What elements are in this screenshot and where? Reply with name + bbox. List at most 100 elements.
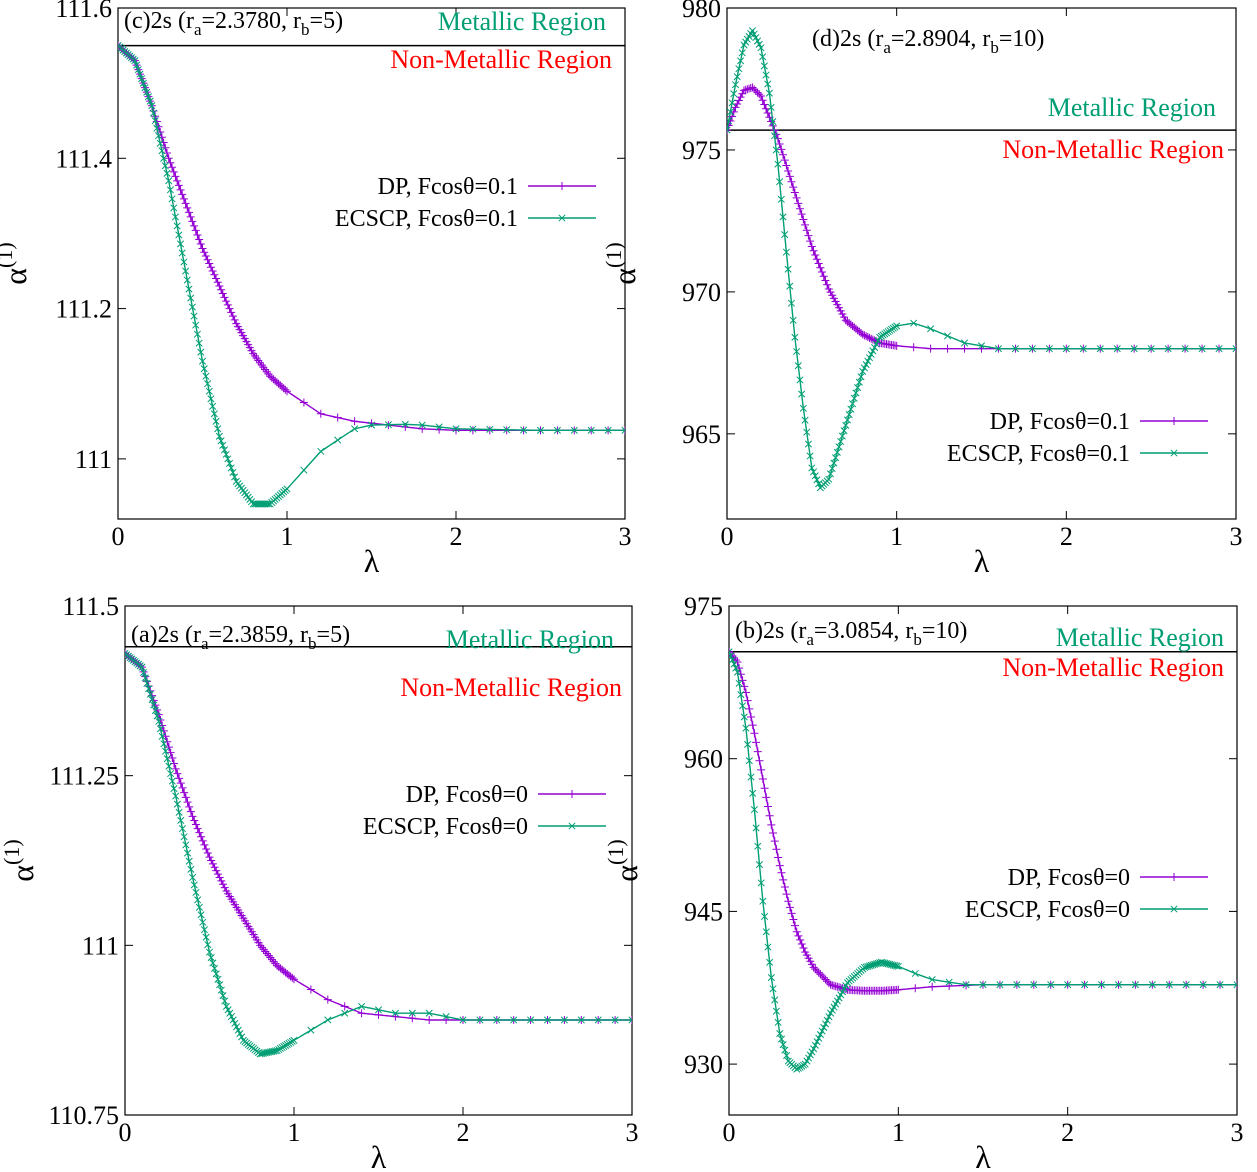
data-point bbox=[779, 875, 788, 884]
data-point bbox=[231, 473, 239, 481]
y-tick-label: 975 bbox=[682, 136, 721, 165]
data-point bbox=[738, 49, 746, 57]
data-point bbox=[220, 446, 229, 454]
data-point bbox=[183, 276, 191, 284]
legend-entry-label: DP, Fcosθ=0 bbox=[1008, 865, 1130, 891]
data-point bbox=[757, 879, 765, 887]
data-point bbox=[796, 935, 805, 944]
data-point bbox=[261, 947, 270, 956]
data-point bbox=[156, 725, 165, 733]
legend-marker bbox=[568, 790, 576, 798]
metallic-region-label: Metallic Region bbox=[438, 7, 606, 36]
data-point bbox=[176, 779, 185, 788]
data-point bbox=[760, 62, 768, 70]
data-point bbox=[418, 421, 426, 429]
data-point bbox=[172, 792, 180, 800]
data-point bbox=[802, 226, 811, 235]
data-point bbox=[752, 738, 761, 747]
data-point bbox=[288, 973, 297, 982]
data-point bbox=[1131, 981, 1139, 989]
data-point bbox=[789, 183, 798, 192]
data-point bbox=[222, 450, 230, 458]
data-point bbox=[791, 333, 799, 341]
data-point bbox=[945, 978, 953, 986]
data-point bbox=[165, 177, 173, 185]
data-point bbox=[201, 251, 210, 260]
data-point bbox=[374, 1006, 383, 1014]
data-point bbox=[185, 857, 193, 865]
data-point bbox=[204, 941, 212, 949]
data-point bbox=[333, 413, 342, 422]
data-point bbox=[1045, 345, 1053, 353]
data-point bbox=[755, 40, 763, 48]
data-point bbox=[750, 729, 759, 738]
data-point bbox=[223, 300, 232, 309]
data-point bbox=[944, 332, 952, 340]
data-point bbox=[195, 903, 203, 911]
data-point bbox=[744, 740, 752, 749]
data-point bbox=[943, 344, 952, 353]
data-point bbox=[776, 1030, 784, 1038]
data-point bbox=[745, 757, 753, 765]
data-point bbox=[729, 648, 733, 656]
data-point bbox=[148, 102, 156, 110]
data-point bbox=[872, 340, 880, 348]
data-point bbox=[798, 390, 806, 398]
data-point bbox=[823, 1016, 831, 1024]
data-point bbox=[727, 108, 734, 116]
data-point bbox=[774, 853, 783, 862]
data-point bbox=[163, 755, 171, 763]
data-point bbox=[785, 903, 794, 912]
data-point bbox=[442, 1013, 450, 1021]
data-point bbox=[217, 437, 225, 445]
data-point bbox=[755, 756, 764, 765]
data-point bbox=[264, 951, 273, 960]
data-point bbox=[143, 88, 151, 96]
data-point bbox=[749, 789, 757, 797]
data-point bbox=[357, 1009, 366, 1018]
x-tick-label: 1 bbox=[890, 522, 903, 551]
data-point bbox=[1148, 981, 1156, 989]
data-point bbox=[784, 897, 793, 906]
data-point bbox=[864, 357, 872, 365]
data-point bbox=[256, 500, 264, 508]
data-point bbox=[729, 656, 736, 664]
data-point bbox=[317, 447, 325, 455]
data-point bbox=[852, 389, 860, 397]
data-point bbox=[1165, 981, 1173, 989]
data-point bbox=[809, 246, 818, 255]
data-point bbox=[758, 775, 767, 784]
data-point bbox=[1232, 345, 1236, 353]
data-point bbox=[1047, 981, 1055, 989]
data-point bbox=[755, 861, 764, 869]
nonmetallic-region-label: Non-Metallic Region bbox=[1002, 135, 1224, 164]
data-point bbox=[442, 1015, 451, 1024]
x-tick-label: 0 bbox=[723, 1118, 736, 1147]
legend-entry-label: DP, Fcosθ=0 bbox=[406, 782, 528, 808]
data-point bbox=[208, 859, 217, 868]
data-point bbox=[198, 244, 207, 253]
data-point bbox=[196, 239, 205, 248]
data-point bbox=[234, 1026, 242, 1034]
data-point bbox=[156, 139, 164, 147]
data-point bbox=[228, 312, 237, 321]
data-point bbox=[737, 57, 745, 65]
x-tick-label: 1 bbox=[892, 1118, 905, 1147]
data-point bbox=[732, 664, 740, 672]
data-point bbox=[299, 398, 308, 407]
data-point bbox=[205, 948, 214, 956]
data-point bbox=[743, 696, 752, 705]
data-point bbox=[553, 426, 561, 434]
data-point bbox=[256, 941, 265, 950]
x-axis-label: λ bbox=[975, 1139, 991, 1172]
data-point bbox=[747, 712, 756, 721]
data-point bbox=[848, 400, 857, 408]
data-point bbox=[767, 117, 776, 126]
data-point bbox=[153, 712, 161, 720]
data-point bbox=[792, 927, 801, 936]
data-point bbox=[782, 248, 790, 256]
data-point bbox=[828, 464, 836, 473]
data-point bbox=[203, 849, 212, 858]
data-point bbox=[350, 417, 359, 426]
data-point bbox=[1182, 981, 1190, 989]
